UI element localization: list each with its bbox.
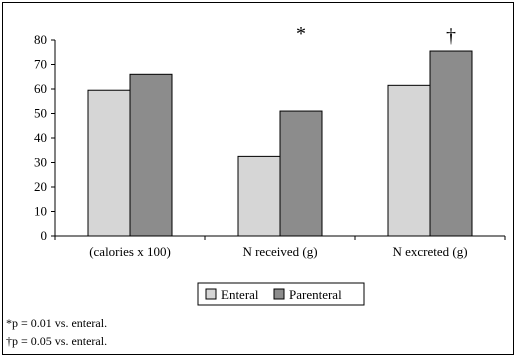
y-tick-label: 40 <box>34 130 47 145</box>
significance-marker: * <box>296 23 306 45</box>
y-tick-label: 70 <box>34 57 47 72</box>
y-tick-label: 50 <box>34 106 47 121</box>
y-tick-label: 30 <box>34 155 47 170</box>
bar-enteral-1 <box>237 155 281 237</box>
y-tick-label: 0 <box>41 228 48 243</box>
x-tick-label: N received (g) <box>242 244 317 259</box>
legend-swatch-enteral <box>205 288 217 300</box>
bar-parenteral-2 <box>429 50 473 237</box>
bar-parenteral-0 <box>129 73 173 237</box>
y-tick-label: 20 <box>34 179 47 194</box>
legend-swatch-parenteral <box>273 288 285 300</box>
y-tick-label: 80 <box>34 32 47 47</box>
y-tick-label: 60 <box>34 81 47 96</box>
y-tick-label: 10 <box>34 204 47 219</box>
x-tick-label: (calories x 100) <box>89 244 171 259</box>
legend-label-parenteral: Parenteral <box>289 287 342 302</box>
legend-label-enteral: Enteral <box>221 287 259 302</box>
footnote-2: †p = 0.05 vs. enteral. <box>6 334 108 348</box>
bar-enteral-0 <box>87 89 131 237</box>
footnote-1: *p = 0.01 vs. enteral. <box>6 316 108 330</box>
bar-enteral-2 <box>387 84 431 237</box>
x-tick-label: N excreted (g) <box>392 244 467 259</box>
bar-parenteral-1 <box>279 110 323 237</box>
significance-marker: † <box>446 25 456 47</box>
